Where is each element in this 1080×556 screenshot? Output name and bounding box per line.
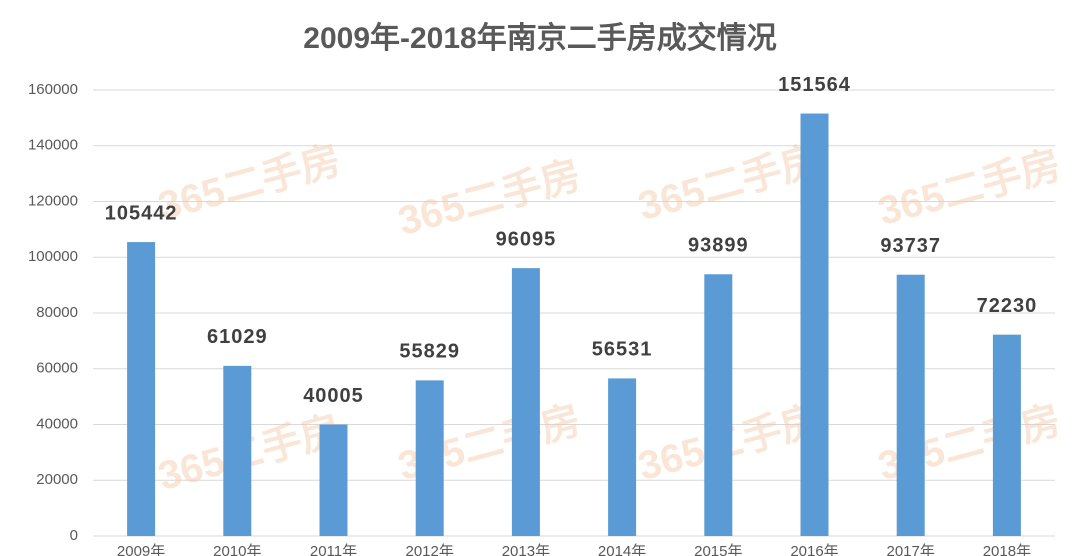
bar: [511, 268, 540, 536]
bar: [896, 274, 925, 536]
value-label: 40005: [303, 385, 364, 407]
bar: [608, 378, 637, 536]
value-label: 56531: [592, 339, 653, 361]
y-tick-label: 40000: [36, 415, 78, 432]
x-tick-label: 2018年: [983, 543, 1031, 556]
value-label: 151564: [778, 74, 851, 96]
value-label: 96095: [496, 228, 557, 250]
y-tick-label: 80000: [36, 304, 78, 321]
x-tick-label: 2010年: [213, 543, 261, 556]
bar: [127, 242, 156, 536]
x-tick-label: 2016年: [790, 543, 838, 556]
bar: [319, 424, 348, 536]
value-label: 72230: [977, 295, 1038, 317]
y-tick-label: 0: [70, 527, 78, 544]
x-tick-label: 2017年: [887, 543, 935, 556]
bar: [992, 334, 1021, 536]
x-tick-label: 2011年: [310, 543, 357, 556]
y-tick-label: 140000: [28, 137, 78, 154]
value-label: 61029: [207, 326, 268, 348]
bar: [223, 365, 252, 536]
chart-title: 2009年-2018年南京二手房成交情况: [303, 21, 776, 55]
bar: [415, 380, 444, 536]
x-tick-label: 2012年: [406, 543, 454, 556]
value-label: 93737: [880, 235, 941, 257]
x-tick-label: 2009年: [117, 543, 165, 556]
value-label: 105442: [105, 202, 178, 224]
value-label: 93899: [688, 235, 749, 257]
y-tick-label: 120000: [28, 192, 78, 209]
bar: [704, 274, 733, 536]
value-label: 55829: [399, 341, 460, 363]
x-tick-label: 2014年: [598, 543, 646, 556]
x-tick-label: 2015年: [694, 543, 742, 556]
y-tick-label: 100000: [28, 248, 78, 265]
x-tick-label: 2013年: [502, 543, 550, 556]
bar: [800, 113, 829, 536]
y-tick-label: 60000: [36, 360, 78, 377]
y-tick-label: 20000: [36, 471, 78, 488]
y-tick-label: 160000: [28, 81, 78, 98]
